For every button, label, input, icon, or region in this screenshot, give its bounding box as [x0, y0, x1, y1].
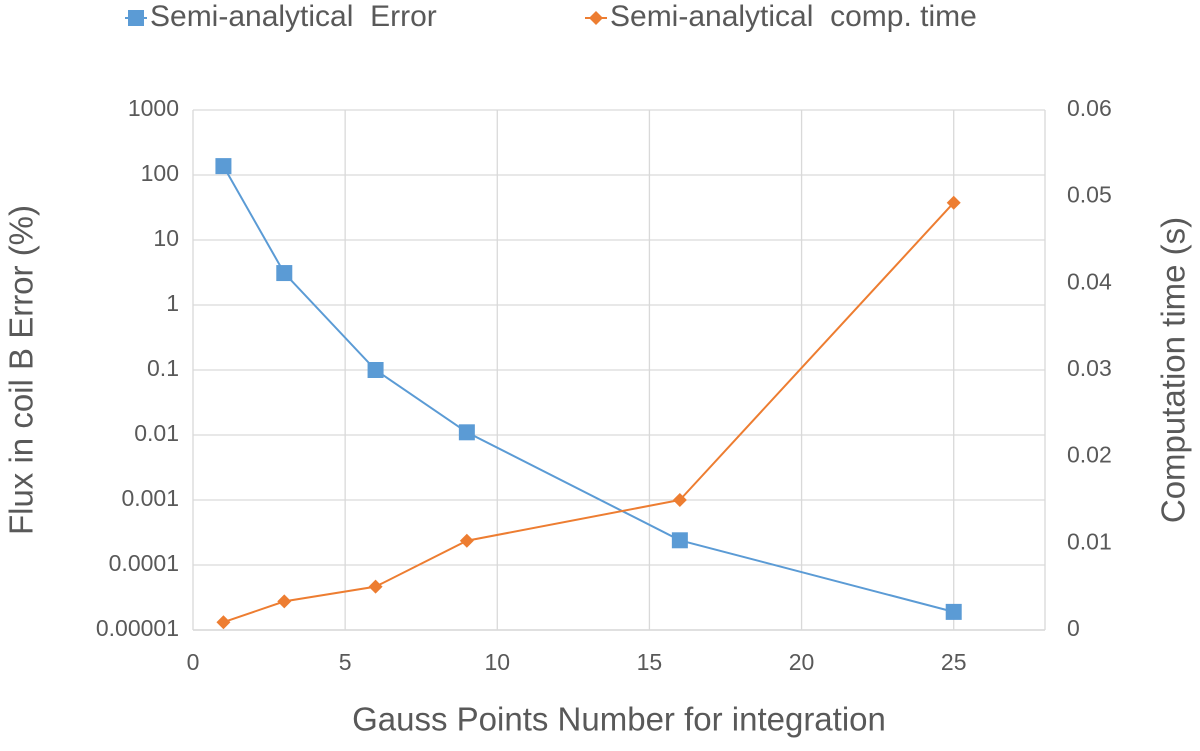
y-tick-label: 0.01 — [134, 420, 179, 446]
legend-label: Semi-analytical Error — [150, 0, 437, 33]
y-tick-label: 10 — [153, 225, 179, 251]
x-tick-label: 0 — [187, 649, 200, 675]
point — [946, 195, 961, 210]
y2-axis-title: Computation time (s) — [1155, 217, 1192, 523]
y-tick-label: 0.1 — [147, 355, 179, 381]
y2-tick-label: 0.06 — [1067, 95, 1112, 121]
x-tick-label: 20 — [789, 649, 815, 675]
y-tick-label: 0.00001 — [96, 615, 179, 641]
point — [458, 424, 475, 441]
point — [277, 594, 292, 609]
y2-tick-label: 0 — [1067, 615, 1080, 641]
x-tick-label: 25 — [941, 649, 967, 675]
legend-marker — [128, 10, 144, 26]
x-axis-title: Gauss Points Number for integration — [352, 701, 886, 738]
point — [672, 493, 687, 507]
point — [276, 265, 293, 282]
series-line — [222, 165, 954, 613]
y2-tick-label: 0.05 — [1067, 182, 1112, 208]
legend-marker — [589, 11, 603, 25]
y2-tick-label: 0.01 — [1067, 528, 1112, 554]
y-axis-title: Flux in coil B Error (%) — [3, 205, 40, 535]
y2-tick-label: 0.03 — [1067, 355, 1112, 381]
x-tick-label: 10 — [484, 649, 510, 675]
y-tick-label: 1000 — [128, 95, 179, 121]
y-tick-label: 100 — [141, 160, 179, 186]
series-line — [223, 202, 955, 624]
point — [945, 603, 962, 620]
point — [367, 362, 384, 378]
point — [216, 615, 231, 630]
legend-label: Semi-analytical comp. time — [610, 0, 977, 33]
y-tick-label: 0.001 — [121, 485, 179, 511]
y-tick-label: 1 — [166, 290, 179, 316]
x-tick-label: 5 — [339, 649, 352, 675]
x-tick-label: 15 — [637, 649, 663, 675]
y2-tick-label: 0.04 — [1067, 268, 1112, 294]
point — [459, 533, 474, 548]
point — [368, 579, 383, 594]
point — [215, 158, 232, 175]
y-tick-label: 0.0001 — [109, 550, 179, 576]
point — [671, 532, 688, 549]
y2-tick-label: 0.02 — [1067, 442, 1112, 468]
